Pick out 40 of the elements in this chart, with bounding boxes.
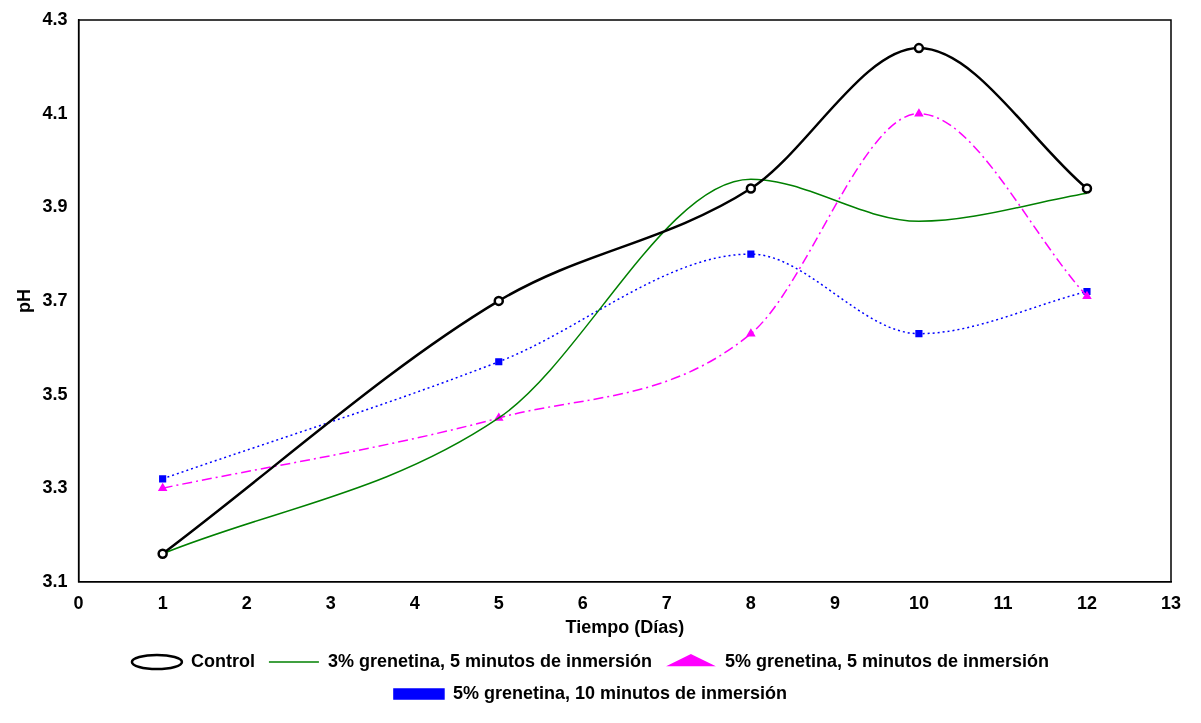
- y-tick-label: 3.3: [42, 477, 68, 498]
- x-tick-label: 2: [241, 592, 252, 613]
- y-tick-label: 3.9: [42, 196, 68, 217]
- x-tick-label: 0: [73, 592, 84, 613]
- x-tick-label: 6: [577, 592, 588, 613]
- point: [495, 358, 503, 366]
- x-tick-label: 12: [1076, 592, 1097, 613]
- legend-label: Control: [190, 650, 255, 671]
- x-tick-label: 10: [908, 592, 929, 613]
- point: [157, 548, 168, 559]
- point: [746, 328, 756, 337]
- point: [1082, 291, 1092, 299]
- x-tick-label: 13: [1160, 592, 1182, 613]
- y-tick-label: 4.1: [42, 102, 68, 123]
- point: [914, 108, 924, 117]
- point: [913, 42, 925, 54]
- point: [747, 250, 755, 258]
- x-axis-title: Tiempo (Días): [565, 617, 685, 638]
- point: [493, 295, 505, 307]
- point: [745, 183, 757, 194]
- x-tick-label: 5: [493, 592, 504, 613]
- x-tick-label: 11: [993, 592, 1013, 613]
- x-tick-label: 4: [409, 592, 420, 613]
- legend-label: 5% grenetina, 5 minutos de inmersión: [724, 650, 1050, 671]
- legend-label: 3% grenetina, 5 minutos de inmersión: [327, 650, 652, 671]
- point: [915, 330, 923, 338]
- y-tick-label: 4.3: [42, 8, 68, 29]
- y-axis-title: pH: [13, 288, 34, 313]
- y-tick-label: 3.5: [42, 383, 68, 404]
- point: [1081, 183, 1093, 194]
- point: [159, 475, 167, 483]
- y-tick-label: 3.7: [42, 289, 68, 310]
- x-tick-label: 8: [745, 592, 756, 613]
- x-tick-label: 7: [661, 592, 672, 613]
- x-tick-label: 3: [325, 592, 336, 613]
- point: [158, 483, 167, 491]
- y-tick-label: 3.1: [42, 570, 68, 591]
- x-tick-label: 1: [157, 592, 168, 613]
- x-tick-label: 9: [829, 592, 840, 613]
- legend-label: 5% grenetina, 10 minutos de inmersión: [452, 682, 788, 703]
